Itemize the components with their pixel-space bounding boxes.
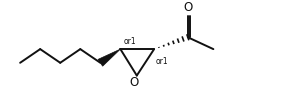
Text: O: O xyxy=(183,1,193,14)
Text: O: O xyxy=(129,76,139,89)
Text: or1: or1 xyxy=(124,37,137,46)
Text: or1: or1 xyxy=(156,57,168,66)
Polygon shape xyxy=(98,49,120,66)
